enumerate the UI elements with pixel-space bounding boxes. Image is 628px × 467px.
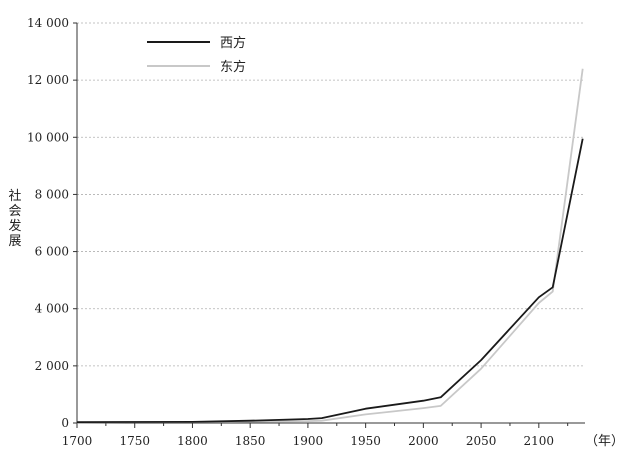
y-tick-label: 8 000	[35, 187, 69, 201]
y-tick-label: 12 000	[27, 73, 69, 87]
x-tick-label: 2100	[524, 434, 555, 448]
series-lines	[76, 68, 584, 424]
y-tick-label: 10 000	[27, 130, 69, 144]
x-tick-label: 1800	[177, 434, 208, 448]
x-tick-label: 1850	[235, 434, 266, 448]
x-tick-labels: 1700 1750 1800 1850 1900 1950 2000 2050 2100	[62, 423, 569, 448]
x-axis-unit-label: （年）	[585, 434, 624, 449]
gridlines	[77, 22, 585, 367]
series-line-1	[76, 68, 584, 424]
x-tick-label: 2000	[408, 434, 439, 448]
legend-label-0: 西方	[220, 35, 246, 51]
y-tick-label: 14 000	[27, 16, 69, 30]
y-axis-label: 社会发展	[8, 188, 21, 249]
x-tick-label: 1950	[350, 434, 381, 448]
y-tick-labels: 0 2 000 4 000 6 000 8 000 10 000 12 000 14 000	[27, 16, 77, 430]
y-axis-label-char: 展	[8, 234, 21, 249]
x-tick-label: 1900	[293, 434, 324, 448]
legend-label-1: 东方	[220, 59, 246, 75]
y-tick-label: 2 000	[35, 359, 69, 373]
y-tick-label: 0	[61, 416, 69, 430]
y-axis-label-char: 会	[8, 204, 21, 219]
series-line-0	[76, 138, 584, 423]
x-tick-label: 1750	[119, 434, 150, 448]
x-tick-label: 2050	[466, 434, 497, 448]
y-axis-label-char: 社	[8, 188, 21, 204]
axes	[76, 23, 585, 424]
y-tick-label: 6 000	[35, 245, 69, 259]
y-axis-label-char: 发	[8, 218, 21, 234]
x-tick-label: 1700	[62, 434, 93, 448]
y-tick-label: 4 000	[35, 302, 69, 316]
